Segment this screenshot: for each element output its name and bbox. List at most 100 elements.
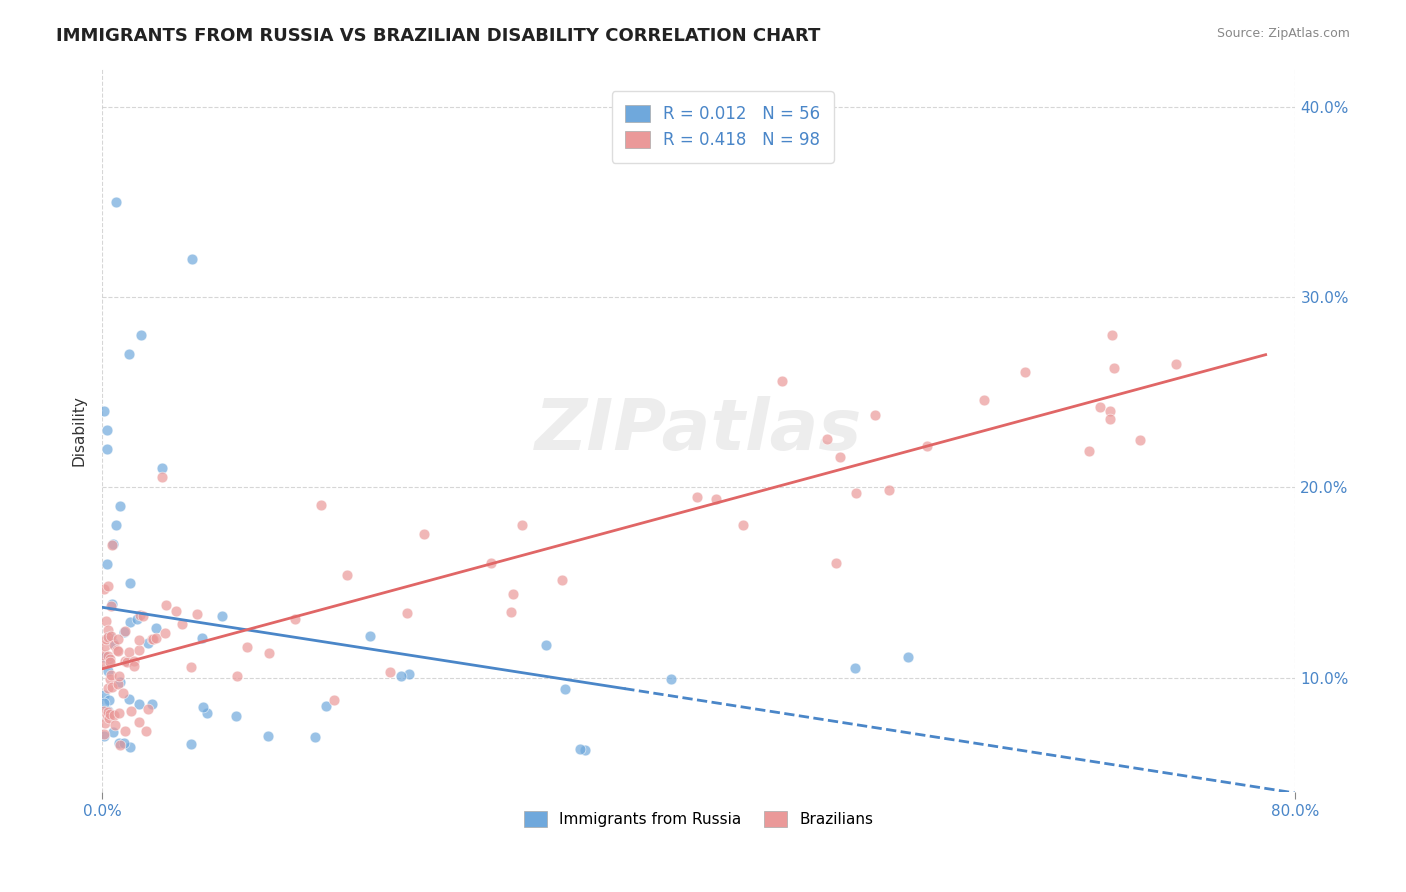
Point [395, 606, 418, 620]
Point [181, 252, 204, 266]
Point [129, 608, 152, 623]
Point [120, 575, 142, 590]
Point [93, 729, 115, 743]
Point [1102, 360, 1125, 375]
Point [153, 625, 176, 640]
Point [165, 604, 187, 618]
Legend: Immigrants from Russia, Brazilians: Immigrants from Russia, Brazilians [516, 804, 882, 835]
Text: IMMIGRANTS FROM RUSSIA VS BRAZILIAN DISABILITY CORRELATION CHART: IMMIGRANTS FROM RUSSIA VS BRAZILIAN DISA… [56, 27, 821, 45]
Point [256, 729, 278, 743]
Point [659, 672, 682, 686]
Point [128, 714, 150, 729]
Point [554, 681, 576, 696]
Point [128, 633, 150, 648]
Point [97, 681, 120, 695]
Point [114, 624, 136, 638]
Point [100, 599, 122, 613]
Point [574, 743, 596, 757]
Point [118, 692, 141, 706]
Point [93, 404, 115, 418]
Point [398, 667, 420, 681]
Y-axis label: Disability: Disability [72, 395, 86, 466]
Point [93, 688, 115, 702]
Point [114, 723, 136, 738]
Point [107, 643, 129, 657]
Point [1088, 401, 1111, 415]
Point [97, 629, 120, 643]
Point [131, 328, 153, 343]
Point [828, 450, 851, 464]
Point [100, 667, 122, 681]
Point [98, 652, 121, 666]
Point [97, 704, 120, 718]
Point [534, 638, 557, 652]
Point [101, 537, 124, 551]
Point [1129, 433, 1152, 447]
Point [323, 693, 346, 707]
Point [105, 643, 128, 657]
Point [96, 557, 118, 571]
Point [128, 698, 150, 712]
Point [1099, 404, 1122, 418]
Point [336, 567, 359, 582]
Point [98, 707, 121, 722]
Point [481, 556, 503, 570]
Point [825, 556, 848, 570]
Point [551, 574, 574, 588]
Point [122, 654, 145, 668]
Point [108, 735, 131, 749]
Point [226, 669, 249, 683]
Point [897, 649, 920, 664]
Text: ZIPatlas: ZIPatlas [536, 396, 862, 465]
Point [915, 440, 938, 454]
Point [100, 629, 122, 643]
Point [112, 624, 135, 639]
Point [96, 442, 118, 457]
Point [170, 616, 193, 631]
Point [97, 579, 120, 593]
Point [118, 347, 141, 361]
Point [1166, 357, 1188, 371]
Point [309, 498, 332, 512]
Point [112, 686, 135, 700]
Point [135, 723, 157, 738]
Point [101, 725, 124, 739]
Point [97, 664, 120, 678]
Point [101, 597, 124, 611]
Point [413, 526, 436, 541]
Point [97, 624, 120, 638]
Point [107, 669, 129, 683]
Point [155, 599, 177, 613]
Point [359, 630, 381, 644]
Point [499, 605, 522, 619]
Point [97, 649, 120, 664]
Point [380, 665, 402, 679]
Point [96, 708, 118, 723]
Point [145, 631, 167, 645]
Point [225, 709, 247, 723]
Point [94, 639, 117, 653]
Point [97, 652, 120, 666]
Point [118, 739, 141, 754]
Point [257, 646, 280, 660]
Point [195, 706, 218, 720]
Point [108, 675, 131, 690]
Point [186, 607, 208, 622]
Point [1101, 328, 1123, 343]
Point [141, 632, 163, 646]
Point [94, 716, 117, 731]
Point [142, 632, 165, 646]
Point [110, 500, 132, 514]
Point [211, 608, 233, 623]
Point [115, 656, 138, 670]
Point [124, 658, 146, 673]
Point [973, 393, 995, 408]
Point [107, 632, 129, 647]
Point [94, 632, 117, 647]
Point [120, 615, 142, 630]
Point [104, 518, 127, 533]
Point [93, 727, 115, 741]
Point [93, 697, 115, 711]
Point [815, 433, 838, 447]
Point [502, 587, 524, 601]
